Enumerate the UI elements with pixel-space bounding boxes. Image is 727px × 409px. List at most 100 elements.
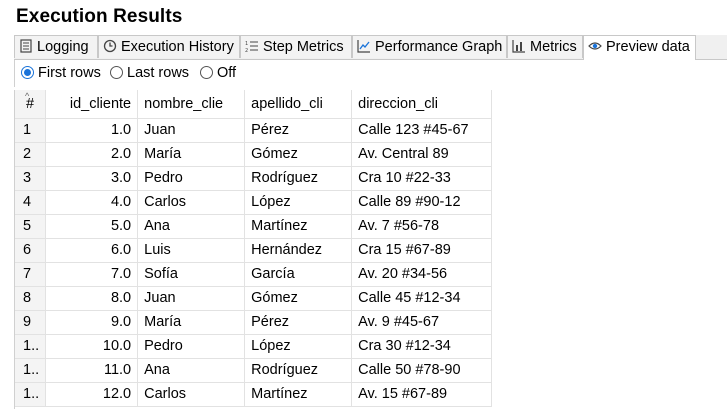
table-cell[interactable]: Ana bbox=[137, 214, 246, 239]
column-header-apellido-cli[interactable]: apellido_cli bbox=[244, 90, 353, 119]
table-cell[interactable]: Pedro bbox=[137, 166, 246, 191]
table-cell[interactable]: Av. 20 #34-56 bbox=[351, 262, 493, 287]
row-number-cell[interactable]: 5 bbox=[15, 214, 47, 239]
table-cell[interactable]: Calle 123 #45-67 bbox=[351, 118, 493, 143]
table-cell[interactable]: Av. 7 #56-78 bbox=[351, 214, 493, 239]
table-row[interactable]: 7 7.0 Sofía García Av. 20 #34-56 bbox=[15, 262, 493, 287]
preview-data-grid[interactable]: ^ # id_cliente nombre_clie apellido_cli d… bbox=[14, 90, 727, 409]
last-rows-radio[interactable]: Last rows bbox=[110, 65, 189, 81]
first-rows-radio[interactable]: First rows bbox=[21, 65, 101, 81]
row-number-cell[interactable]: 7 bbox=[15, 262, 47, 287]
radio-unchecked-icon bbox=[110, 66, 123, 79]
table-row[interactable]: 8 8.0 Juan Gómez Calle 45 #12-34 bbox=[15, 286, 493, 311]
row-number-cell[interactable]: 1 bbox=[15, 118, 47, 143]
table-cell[interactable]: Juan bbox=[137, 118, 246, 143]
table-row[interactable]: 2 2.0 María Gómez Av. Central 89 bbox=[15, 142, 493, 167]
row-number-cell[interactable]: 4 bbox=[15, 190, 47, 215]
table-cell[interactable]: Juan bbox=[137, 286, 246, 311]
row-number-cell[interactable]: 9 bbox=[15, 310, 47, 335]
table-cell[interactable]: Rodríguez bbox=[244, 166, 353, 191]
table-cell[interactable]: García bbox=[244, 262, 353, 287]
row-number-cell[interactable]: 8 bbox=[15, 286, 47, 311]
table-cell[interactable]: Gómez bbox=[244, 142, 353, 167]
table-row[interactable]: 1 1.0 Juan Pérez Calle 123 #45-67 bbox=[15, 118, 493, 143]
table-cell[interactable]: Av. Central 89 bbox=[351, 142, 493, 167]
table-cell[interactable]: Ana bbox=[137, 358, 246, 383]
table-cell[interactable]: Calle 45 #12-34 bbox=[351, 286, 493, 311]
tab-execution-history-label: Execution History bbox=[121, 39, 234, 55]
tab-preview-data-label: Preview data bbox=[606, 39, 690, 55]
table-cell[interactable]: Rodríguez bbox=[244, 358, 353, 383]
table-cell[interactable]: Av. 9 #45-67 bbox=[351, 310, 493, 335]
table-cell[interactable]: Hernández bbox=[244, 238, 353, 263]
table-cell[interactable]: 8.0 bbox=[45, 286, 139, 311]
table-cell[interactable]: Sofía bbox=[137, 262, 246, 287]
table-row[interactable]: 1.. 11.0 Ana Rodríguez Calle 50 #78-90 bbox=[15, 358, 493, 383]
table-cell[interactable]: Carlos bbox=[137, 190, 246, 215]
table-cell[interactable]: Cra 10 #22-33 bbox=[351, 166, 493, 191]
table-row[interactable]: 5 5.0 Ana Martínez Av. 7 #56-78 bbox=[15, 214, 493, 239]
tab-execution-history[interactable]: Execution History bbox=[98, 35, 240, 58]
table-cell[interactable]: Gómez bbox=[244, 286, 353, 311]
table-row[interactable]: 3 3.0 Pedro Rodríguez Cra 10 #22-33 bbox=[15, 166, 493, 191]
table-cell[interactable]: 6.0 bbox=[45, 238, 139, 263]
table-cell[interactable]: Pérez bbox=[244, 118, 353, 143]
first-rows-label: First rows bbox=[38, 65, 101, 81]
table-cell[interactable]: María bbox=[137, 310, 246, 335]
panel-title: Execution Results bbox=[16, 6, 183, 27]
table-cell[interactable]: 2.0 bbox=[45, 142, 139, 167]
table-cell[interactable]: López bbox=[244, 190, 353, 215]
row-number-cell[interactable]: 1.. bbox=[15, 334, 47, 359]
sort-arrow-icon: ^ bbox=[25, 91, 30, 101]
table-cell[interactable]: María bbox=[137, 142, 246, 167]
table-cell[interactable]: 10.0 bbox=[45, 334, 139, 359]
table-cell[interactable]: Av. 15 #67-89 bbox=[351, 382, 493, 407]
table-row[interactable]: 9 9.0 María Pérez Av. 9 #45-67 bbox=[15, 310, 493, 335]
history-clock-icon bbox=[103, 39, 117, 53]
row-number-cell[interactable]: 3 bbox=[15, 166, 47, 191]
performance-graph-icon bbox=[357, 39, 371, 53]
table-cell[interactable]: Cra 15 #67-89 bbox=[351, 238, 493, 263]
table-cell[interactable]: Cra 30 #12-34 bbox=[351, 334, 493, 359]
tab-logging[interactable]: Logging bbox=[14, 35, 98, 58]
preview-mode-radio-group: First rows Last rows Off bbox=[14, 60, 727, 87]
table-row[interactable]: 1.. 10.0 Pedro López Cra 30 #12-34 bbox=[15, 334, 493, 359]
table-cell[interactable]: Pedro bbox=[137, 334, 246, 359]
svg-text:1: 1 bbox=[245, 41, 248, 47]
eye-icon bbox=[588, 39, 602, 53]
table-cell[interactable]: 1.0 bbox=[45, 118, 139, 143]
table-cell[interactable]: 7.0 bbox=[45, 262, 139, 287]
tab-preview-data[interactable]: Preview data bbox=[583, 35, 696, 60]
table-cell[interactable]: López bbox=[244, 334, 353, 359]
row-number-cell[interactable]: 2 bbox=[15, 142, 47, 167]
table-cell[interactable]: 5.0 bbox=[45, 214, 139, 239]
table-cell[interactable]: Calle 50 #78-90 bbox=[351, 358, 493, 383]
table-row[interactable]: 1.. 12.0 Carlos Martínez Av. 15 #67-89 bbox=[15, 382, 493, 407]
table-cell[interactable]: 9.0 bbox=[45, 310, 139, 335]
table-cell[interactable]: Luis bbox=[137, 238, 246, 263]
table-cell[interactable]: 12.0 bbox=[45, 382, 139, 407]
table-cell[interactable]: 4.0 bbox=[45, 190, 139, 215]
table-cell[interactable]: Carlos bbox=[137, 382, 246, 407]
table-cell[interactable]: 11.0 bbox=[45, 358, 139, 383]
off-radio[interactable]: Off bbox=[200, 65, 236, 81]
table-cell[interactable]: Martínez bbox=[244, 214, 353, 239]
table-cell[interactable]: Calle 89 #90-12 bbox=[351, 190, 493, 215]
row-number-cell[interactable]: 1.. bbox=[15, 358, 47, 383]
table-cell[interactable]: Martínez bbox=[244, 382, 353, 407]
table-row[interactable]: 4 4.0 Carlos López Calle 89 #90-12 bbox=[15, 190, 493, 215]
table-row[interactable]: 6 6.0 Luis Hernández Cra 15 #67-89 bbox=[15, 238, 493, 263]
table-cell[interactable]: Pérez bbox=[244, 310, 353, 335]
column-header-rownum[interactable]: ^ # bbox=[15, 90, 47, 119]
column-header-direccion-cli[interactable]: direccion_cli bbox=[351, 90, 493, 119]
table-cell[interactable]: 3.0 bbox=[45, 166, 139, 191]
column-header-id-cliente[interactable]: id_cliente bbox=[45, 90, 139, 119]
tab-metrics[interactable]: Metrics bbox=[507, 35, 583, 58]
tab-performance-graph[interactable]: Performance Graph bbox=[352, 35, 507, 58]
row-number-cell[interactable]: 6 bbox=[15, 238, 47, 263]
row-number-cell[interactable]: 1.. bbox=[15, 382, 47, 407]
column-header-nombre-clie[interactable]: nombre_clie bbox=[137, 90, 246, 119]
